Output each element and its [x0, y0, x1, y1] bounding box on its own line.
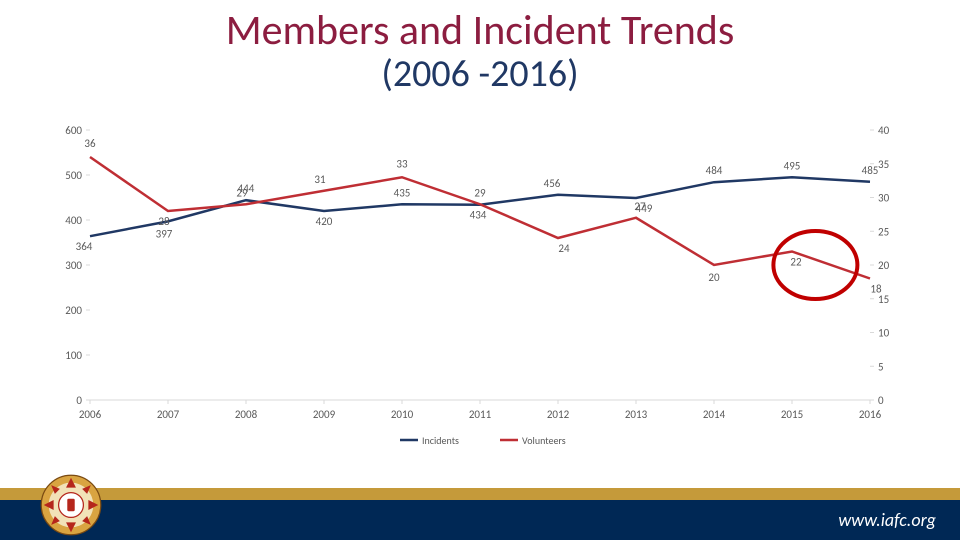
svg-text:29: 29	[474, 186, 486, 199]
svg-text:28: 28	[158, 215, 170, 228]
svg-text:2013: 2013	[625, 408, 648, 421]
svg-text:18: 18	[870, 283, 882, 296]
svg-text:2012: 2012	[547, 408, 570, 421]
title-line-1: Members and Incident Trends	[0, 8, 960, 54]
svg-text:2014: 2014	[703, 408, 726, 421]
svg-text:397: 397	[156, 227, 173, 240]
svg-text:20: 20	[878, 259, 890, 272]
svg-text:36: 36	[84, 137, 96, 150]
svg-text:456: 456	[544, 177, 561, 190]
svg-text:420: 420	[316, 215, 333, 228]
svg-text:300: 300	[65, 259, 82, 272]
svg-text:24: 24	[558, 242, 570, 255]
svg-text:400: 400	[65, 214, 82, 227]
slide-title: Members and Incident Trends (2006 -2016)	[0, 0, 960, 96]
svg-text:22: 22	[790, 256, 802, 269]
svg-text:2016: 2016	[859, 408, 882, 421]
svg-text:27: 27	[634, 200, 646, 213]
svg-text:484: 484	[706, 164, 723, 177]
svg-text:500: 500	[65, 169, 82, 182]
svg-text:31: 31	[314, 173, 326, 186]
trend-chart: 0100200300400500600051015202530354020062…	[40, 120, 920, 460]
svg-text:5: 5	[878, 360, 884, 373]
svg-text:25: 25	[878, 225, 889, 238]
svg-text:495: 495	[784, 159, 801, 172]
footer: www.iafc.org	[0, 482, 960, 540]
svg-text:0: 0	[878, 394, 884, 407]
svg-text:435: 435	[394, 186, 411, 199]
svg-text:2006: 2006	[79, 408, 102, 421]
svg-text:40: 40	[878, 124, 890, 137]
svg-text:10: 10	[878, 327, 890, 340]
svg-text:33: 33	[396, 157, 408, 170]
svg-text:100: 100	[65, 349, 82, 362]
svg-text:Volunteers: Volunteers	[522, 434, 566, 447]
svg-text:200: 200	[65, 304, 82, 317]
svg-text:2011: 2011	[469, 408, 492, 421]
svg-text:600: 600	[65, 124, 82, 137]
svg-text:35: 35	[878, 158, 889, 171]
svg-text:485: 485	[862, 164, 879, 177]
svg-text:20: 20	[708, 271, 720, 284]
title-line-2: (2006 -2016)	[0, 54, 960, 96]
svg-text:0: 0	[76, 394, 82, 407]
svg-text:2009: 2009	[313, 408, 336, 421]
svg-text:29: 29	[236, 186, 248, 199]
svg-text:Incidents: Incidents	[422, 434, 459, 447]
footer-gold-bar	[0, 488, 960, 500]
svg-text:30: 30	[878, 192, 890, 205]
footer-navy-bar: www.iafc.org	[0, 500, 960, 540]
svg-text:2007: 2007	[157, 408, 180, 421]
svg-text:2008: 2008	[235, 408, 258, 421]
footer-url: www.iafc.org	[838, 509, 936, 531]
svg-text:434: 434	[470, 209, 487, 222]
svg-text:2015: 2015	[781, 408, 803, 421]
iafc-badge-icon	[40, 474, 102, 536]
svg-text:364: 364	[76, 240, 93, 253]
svg-text:2010: 2010	[391, 408, 414, 421]
